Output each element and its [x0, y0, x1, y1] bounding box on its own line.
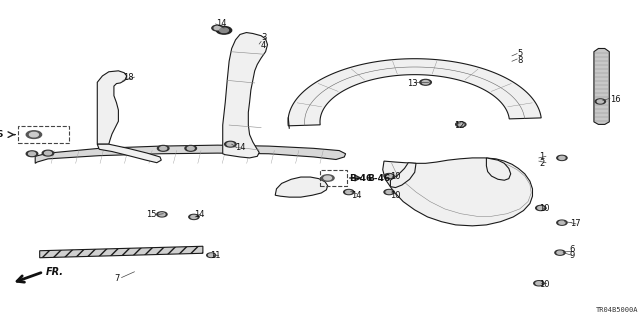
- Circle shape: [597, 100, 604, 103]
- Circle shape: [207, 253, 216, 257]
- Circle shape: [456, 122, 466, 127]
- Text: 9: 9: [570, 251, 575, 260]
- Text: 10: 10: [390, 172, 400, 181]
- Text: 1: 1: [540, 152, 545, 161]
- Text: 18: 18: [124, 73, 134, 82]
- Text: 7: 7: [114, 274, 119, 283]
- Bar: [320, 170, 347, 186]
- Text: 10: 10: [540, 280, 550, 289]
- Circle shape: [386, 190, 392, 194]
- Circle shape: [534, 281, 544, 286]
- Circle shape: [420, 79, 431, 85]
- Text: 10: 10: [390, 191, 400, 200]
- Circle shape: [185, 145, 196, 151]
- Circle shape: [157, 212, 167, 217]
- Text: 12: 12: [454, 121, 465, 130]
- Text: FR.: FR.: [46, 267, 64, 277]
- Circle shape: [344, 189, 354, 195]
- Circle shape: [159, 213, 165, 216]
- Circle shape: [42, 150, 54, 156]
- Polygon shape: [275, 177, 328, 197]
- Circle shape: [29, 152, 35, 155]
- Text: 17: 17: [570, 219, 580, 228]
- Polygon shape: [390, 163, 416, 188]
- Circle shape: [458, 123, 464, 126]
- Circle shape: [216, 26, 232, 34]
- Circle shape: [29, 132, 38, 137]
- Circle shape: [160, 147, 166, 150]
- Circle shape: [557, 155, 567, 160]
- Circle shape: [321, 175, 334, 181]
- Text: 4: 4: [261, 41, 266, 50]
- Circle shape: [191, 215, 197, 219]
- Circle shape: [422, 81, 429, 84]
- Circle shape: [324, 176, 332, 180]
- Circle shape: [189, 214, 199, 219]
- Circle shape: [595, 99, 605, 104]
- Text: 16: 16: [610, 95, 621, 104]
- Bar: [18, 126, 69, 143]
- Text: 3: 3: [261, 33, 266, 42]
- Circle shape: [557, 251, 563, 254]
- Circle shape: [209, 254, 214, 256]
- Circle shape: [157, 145, 169, 151]
- Circle shape: [559, 221, 565, 224]
- Text: 5: 5: [517, 49, 522, 58]
- Polygon shape: [594, 48, 609, 124]
- Circle shape: [212, 25, 223, 31]
- Text: 14: 14: [216, 19, 226, 28]
- Circle shape: [559, 156, 565, 160]
- Polygon shape: [35, 145, 346, 163]
- Text: B-46: B-46: [0, 130, 4, 139]
- Polygon shape: [223, 33, 268, 158]
- Circle shape: [536, 205, 546, 211]
- Circle shape: [188, 147, 194, 150]
- Polygon shape: [486, 158, 511, 180]
- Circle shape: [557, 220, 567, 225]
- Text: 14: 14: [236, 143, 246, 152]
- Circle shape: [384, 174, 394, 179]
- Text: 10: 10: [540, 204, 550, 213]
- Text: 13: 13: [407, 79, 418, 88]
- Circle shape: [538, 206, 544, 210]
- Circle shape: [45, 152, 51, 155]
- Text: 15: 15: [146, 210, 156, 219]
- Circle shape: [26, 131, 42, 138]
- Polygon shape: [97, 71, 127, 144]
- Circle shape: [384, 189, 394, 195]
- Polygon shape: [288, 59, 541, 126]
- Polygon shape: [97, 144, 161, 163]
- Text: 8: 8: [517, 56, 522, 65]
- Circle shape: [26, 151, 38, 157]
- Text: 11: 11: [210, 251, 220, 260]
- Text: 14: 14: [195, 210, 205, 219]
- Text: 2: 2: [540, 159, 545, 168]
- Circle shape: [386, 174, 392, 178]
- Text: TR04B5000A: TR04B5000A: [596, 307, 639, 313]
- Polygon shape: [383, 158, 532, 226]
- Text: 14: 14: [351, 191, 361, 200]
- Circle shape: [555, 250, 565, 255]
- Text: B-46: B-46: [349, 174, 372, 182]
- Circle shape: [346, 190, 352, 194]
- Circle shape: [536, 282, 542, 285]
- Text: B-46: B-46: [367, 174, 390, 182]
- Polygon shape: [40, 246, 203, 258]
- Circle shape: [227, 143, 234, 146]
- Text: 6: 6: [570, 245, 575, 254]
- Circle shape: [225, 141, 236, 147]
- Circle shape: [220, 28, 228, 33]
- Circle shape: [214, 26, 221, 30]
